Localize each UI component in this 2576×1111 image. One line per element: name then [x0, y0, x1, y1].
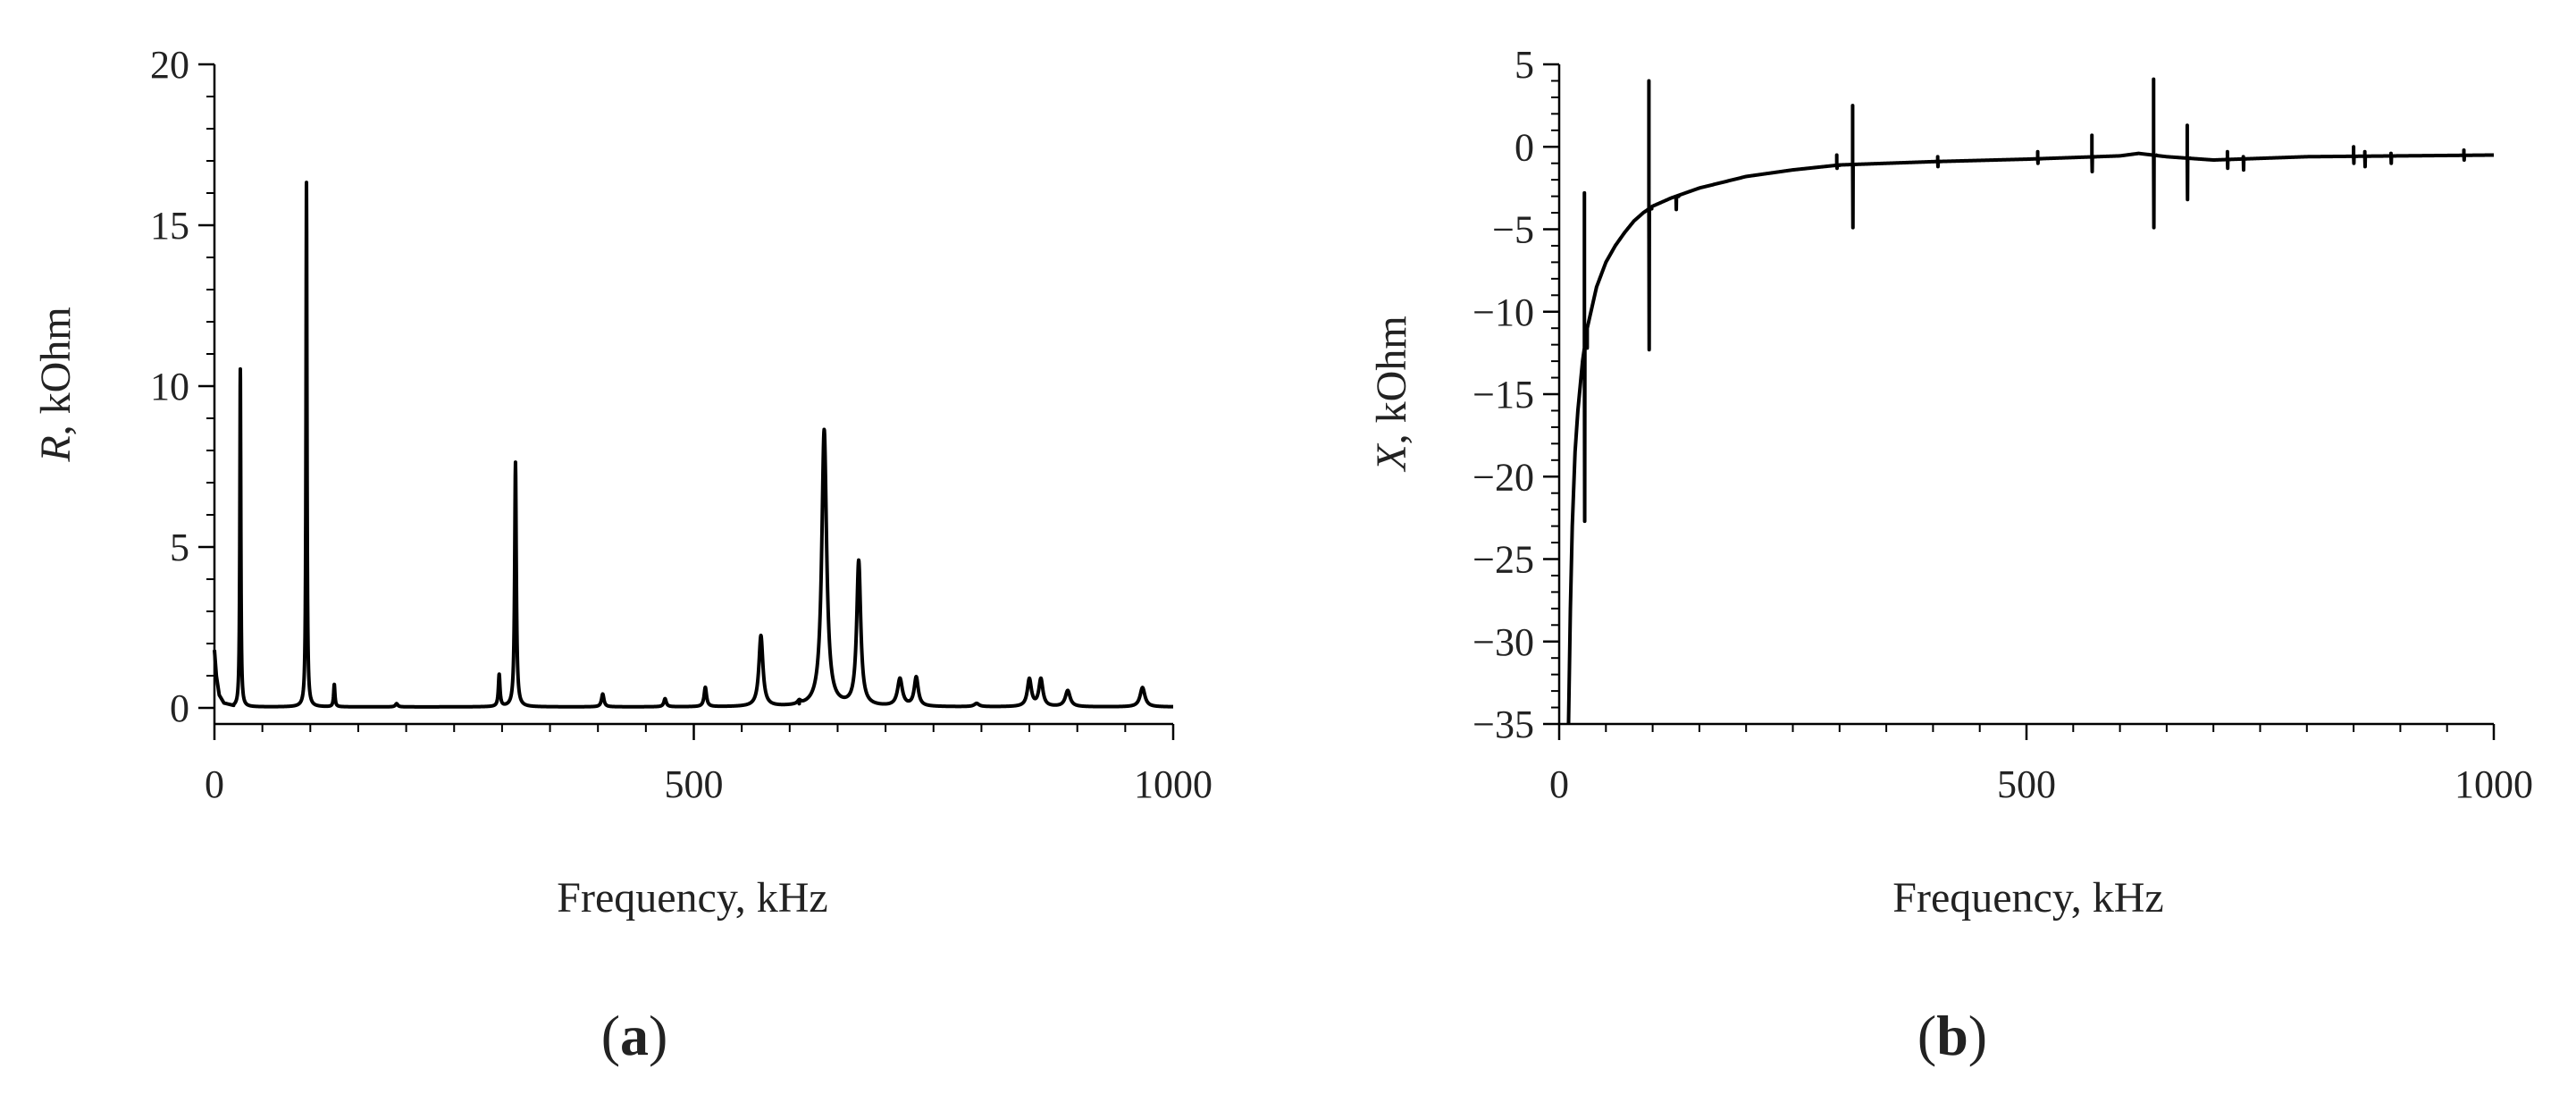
- y-tick-label-a: 5: [170, 526, 189, 569]
- y-axis-unit-a: , kOhm: [32, 307, 80, 435]
- y-tick-label-b: −20: [1473, 455, 1534, 499]
- x-tick-label-b: 500: [1997, 762, 2056, 806]
- y-tick-label-b: −10: [1473, 290, 1534, 334]
- x-axis-title-a: Frequency, kHz: [557, 874, 827, 922]
- y-tick-label-b: −30: [1473, 620, 1534, 664]
- y-tick-label-a: 10: [150, 365, 189, 408]
- y-tick-label-b: 5: [1515, 43, 1534, 87]
- y-axis-symbol-b: X: [1368, 443, 1415, 473]
- panel-label-b: (b): [1917, 1004, 1987, 1067]
- y-tick-label-b: 0: [1515, 125, 1534, 169]
- axes-b: −35 −30 −25 −20 −15 −10 −5 0 5 0 500 1000: [1473, 43, 2533, 806]
- series-line-resistance: [213, 181, 1175, 709]
- y-tick-label-b: −35: [1473, 703, 1534, 746]
- x-axis-title-b: Frequency, kHz: [1892, 874, 2163, 922]
- y-axis-symbol-a: R: [32, 435, 80, 462]
- x-tick-label-b: 0: [1549, 762, 1569, 806]
- series-line-reactance: [1566, 77, 2496, 725]
- y-tick-label-a: 20: [150, 43, 189, 87]
- panel-label-a: (a): [601, 1004, 668, 1067]
- y-tick-label-a: 0: [170, 686, 189, 730]
- chart-panel-b: −35 −30 −25 −20 −15 −10 −5 0 5 0 500 1000 Frequency…: [1368, 43, 2533, 1067]
- y-axis-unit-b: , kOhm: [1368, 316, 1415, 444]
- x-tick-label-a: 1000: [1134, 762, 1212, 806]
- x-tick-label-b: 1000: [2454, 762, 2533, 806]
- y-axis-title-a: R, kOhm: [32, 307, 80, 462]
- y-tick-label-b: −25: [1473, 538, 1534, 582]
- y-axis-title-b: X, kOhm: [1368, 316, 1415, 472]
- x-tick-label-a: 0: [205, 762, 224, 806]
- axes-a: 0 5 10 15 20 0 500 1000: [150, 43, 1212, 806]
- x-tick-label-a: 500: [665, 762, 724, 806]
- y-tick-label-b: −15: [1473, 373, 1534, 417]
- y-tick-label-b: −5: [1492, 208, 1534, 252]
- y-tick-label-a: 15: [150, 204, 189, 248]
